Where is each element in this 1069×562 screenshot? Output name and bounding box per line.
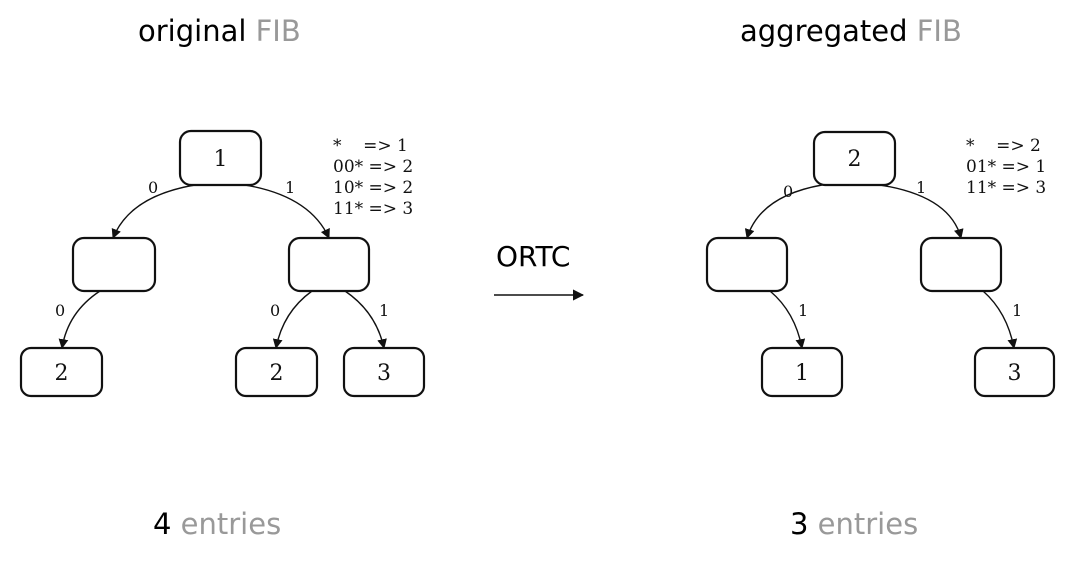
fib-entry: 11* => 3 (966, 178, 1046, 198)
trie-node-root: 2 (812, 130, 897, 187)
edge-label-root-right: 1 (285, 178, 295, 197)
trie-node-left-left: 2 (19, 346, 104, 398)
trie-node-root: 1 (178, 129, 263, 187)
node-label: 2 (55, 361, 69, 386)
count-label: entries (180, 507, 282, 541)
edge-right-rightchild (344, 290, 387, 349)
original-fib-title: original FIB (138, 17, 301, 46)
trie-node-right (919, 236, 1003, 293)
edge-label-root-left: 0 (148, 178, 158, 197)
count-value: 4 (153, 507, 172, 541)
fib-entry: 10* => 2 (333, 178, 413, 198)
original-entry-count: 4 entries (153, 510, 281, 539)
edge-right-leftchild (272, 290, 313, 349)
fib-entry: 01* => 1 (966, 157, 1046, 177)
trie-node-right-right: 3 (973, 346, 1056, 398)
aggregated-entry-count: 3 entries (790, 510, 918, 539)
edge-root-left (744, 184, 823, 239)
title-main: aggregated (740, 14, 908, 48)
node-label: 3 (377, 361, 391, 386)
trie-node-left-right: 1 (760, 346, 844, 398)
trie-node-right-right: 3 (342, 346, 426, 398)
trie-node-left (71, 236, 157, 293)
fib-entry: 11* => 3 (333, 199, 413, 219)
edge-root-left (111, 184, 196, 239)
fib-entry: * => 2 (966, 136, 1041, 156)
node-label: 2 (270, 361, 284, 386)
edge-label-left-rightchild: 1 (798, 301, 808, 320)
title-sub: FIB (916, 14, 962, 48)
edge-root-right (879, 184, 964, 239)
edge-root-right (244, 184, 330, 239)
edge-left-leftchild (58, 290, 101, 349)
count-label: entries (817, 507, 919, 541)
count-value: 3 (790, 507, 809, 541)
title-sub: FIB (255, 14, 301, 48)
trie-node-left (705, 236, 789, 293)
ortc-label: ORTC (496, 240, 571, 273)
aggregated-fib-title: aggregated FIB (740, 17, 962, 46)
aggregated-trie: 0 1 1 1 2 1 3 * => 2 01* => 1 11* => 3 (705, 130, 1056, 398)
node-label: 3 (1008, 361, 1022, 386)
edge-label-right-leftchild: 0 (270, 301, 280, 320)
edge-label-right-rightchild: 1 (1012, 301, 1022, 320)
title-main: original (138, 14, 247, 48)
node-label: 2 (848, 147, 862, 172)
edge-label-root-right: 1 (916, 178, 926, 197)
edge-right-rightchild (982, 290, 1018, 349)
node-label: 1 (214, 147, 228, 172)
node-label: 1 (795, 361, 809, 386)
original-fib-table: * => 1 00* => 2 10* => 2 11* => 3 (333, 136, 413, 219)
fib-entry: 00* => 2 (333, 157, 413, 177)
edge-label-root-left: 0 (783, 182, 793, 201)
fib-entry: * => 1 (333, 136, 408, 156)
aggregated-fib-table: * => 2 01* => 1 11* => 3 (966, 136, 1046, 198)
edge-left-rightchild (769, 290, 806, 349)
trie-node-right-left: 2 (234, 346, 319, 398)
original-trie: 0 1 0 0 1 1 2 2 3 * => 1 (19, 129, 426, 398)
trie-node-right (287, 236, 371, 293)
edge-label-right-rightchild: 1 (379, 301, 389, 320)
edge-label-left-leftchild: 0 (55, 301, 65, 320)
